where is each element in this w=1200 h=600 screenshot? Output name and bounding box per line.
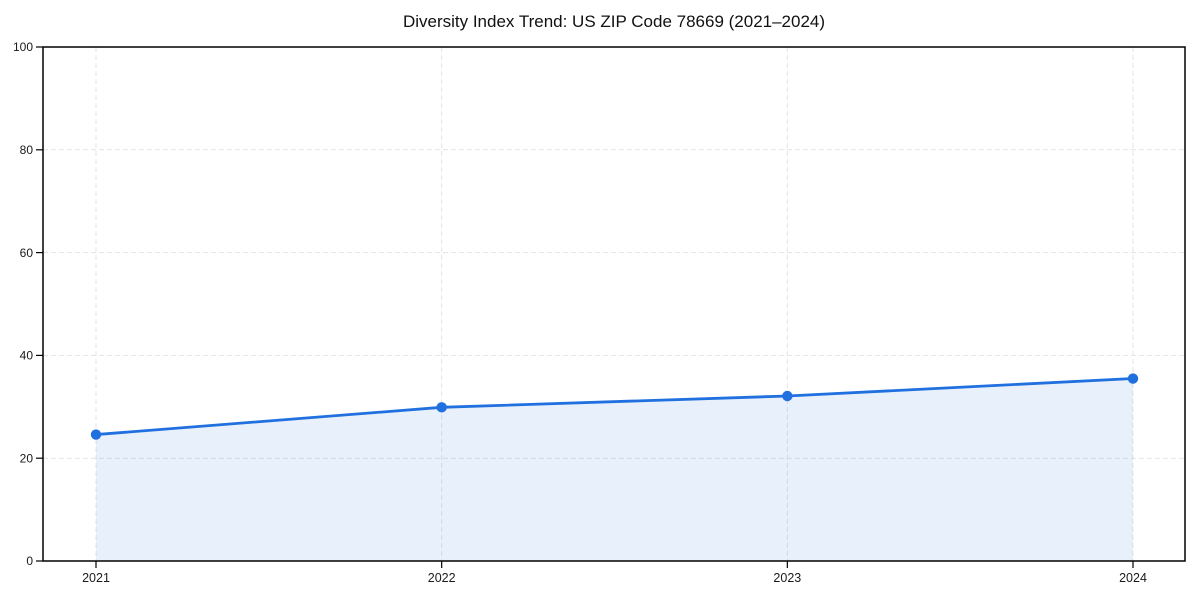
- data-point-2024: [1127, 373, 1139, 384]
- trend-line: [94, 377, 1135, 436]
- data-point-2023: [782, 390, 793, 402]
- x-tick-label: 2024: [1119, 571, 1147, 585]
- y-tick-label: 20: [20, 451, 34, 465]
- y-tick-label: 60: [20, 246, 34, 260]
- plot-border: [42, 46, 1186, 562]
- data-point-2022: [436, 402, 447, 413]
- area-fill: [96, 378, 1133, 561]
- data-point-2021: [90, 429, 102, 440]
- y-tick-label: 100: [13, 40, 33, 54]
- chart-title: Diversity Index Trend: US ZIP Code 78669…: [402, 12, 826, 31]
- x-tick-label: 2022: [428, 571, 456, 585]
- x-tick-label: 2023: [773, 571, 801, 585]
- y-tick-label: 80: [20, 143, 34, 157]
- y-tick-label: 40: [20, 349, 34, 363]
- x-tick-label: 2021: [82, 571, 110, 585]
- y-tick-label: 0: [26, 554, 33, 568]
